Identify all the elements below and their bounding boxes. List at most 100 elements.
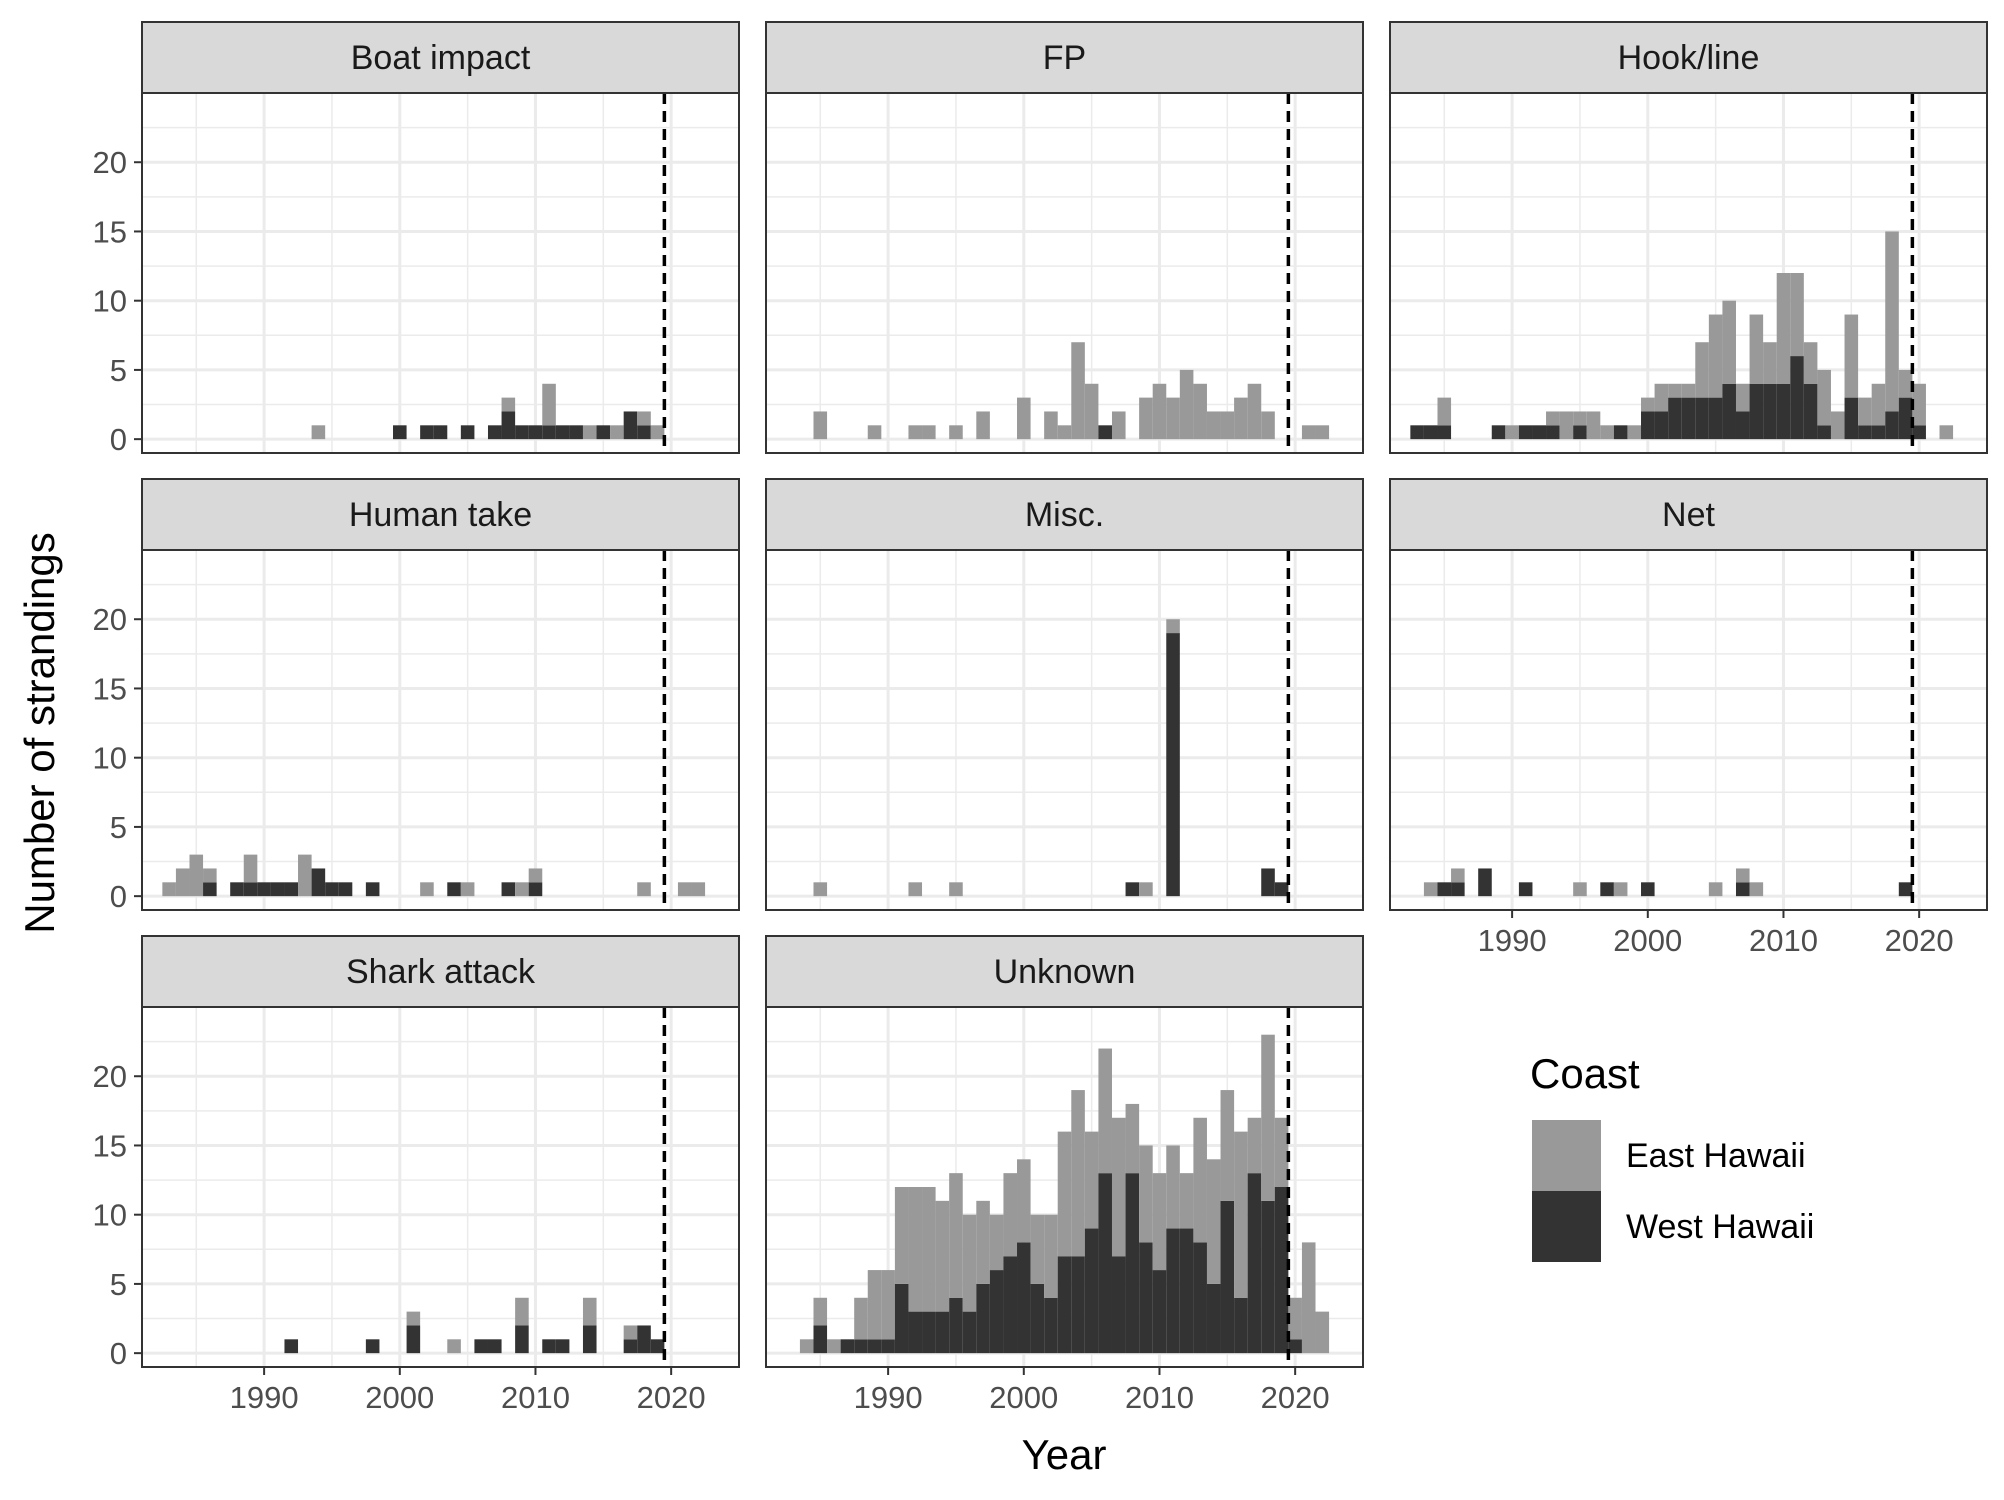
bar-west-hawaii — [1044, 1297, 1058, 1354]
panel-border — [1389, 549, 1988, 911]
bar-east-hawaii — [1735, 868, 1750, 883]
bar-west-hawaii — [1722, 383, 1736, 440]
bar-east-hawaii — [1057, 425, 1072, 440]
bar-west-hawaii — [1641, 882, 1655, 897]
bar-west-hawaii — [1125, 1173, 1140, 1354]
bar-west-hawaii — [949, 1297, 963, 1354]
y-tick-label: 0 — [110, 422, 127, 457]
bar-east-hawaii — [922, 425, 936, 440]
bar-west-hawaii — [1139, 1242, 1153, 1354]
bar-west-hawaii — [1613, 425, 1628, 440]
bar-west-hawaii — [1708, 397, 1723, 440]
bar-west-hawaii — [555, 1339, 570, 1354]
bar-east-hawaii — [1261, 1034, 1275, 1201]
legend-title: Coast — [1530, 1050, 1640, 1097]
bar-west-hawaii — [528, 425, 543, 440]
strip-human-take — [141, 478, 740, 551]
bar-west-hawaii — [243, 882, 258, 897]
bar-east-hawaii — [189, 854, 204, 897]
bar-west-hawaii — [1206, 1283, 1221, 1354]
bar-west-hawaii — [501, 882, 516, 897]
bar-west-hawaii — [325, 882, 339, 897]
bar-west-hawaii — [1423, 425, 1438, 440]
bar-west-hawaii — [1871, 425, 1886, 440]
bar-east-hawaii — [1939, 425, 1954, 440]
bar-east-hawaii — [1844, 314, 1859, 398]
bar-west-hawaii — [433, 425, 448, 440]
bar-east-hawaii — [691, 882, 706, 897]
bar-east-hawaii — [162, 882, 176, 897]
bar-west-hawaii — [284, 1339, 299, 1354]
bar-east-hawaii — [582, 1297, 597, 1326]
bar-west-hawaii — [542, 425, 556, 440]
x-tick-label: 1990 — [854, 1380, 923, 1415]
bar-east-hawaii — [623, 1325, 638, 1340]
y-tick-label: 0 — [110, 1336, 127, 1371]
strip-fp — [765, 21, 1364, 94]
bar-east-hawaii — [1586, 411, 1601, 440]
bar-east-hawaii — [1885, 231, 1899, 412]
bar-west-hawaii — [406, 1325, 421, 1354]
bar-east-hawaii — [976, 411, 990, 440]
bar-west-hawaii — [1179, 1228, 1194, 1354]
bar-west-hawaii — [1885, 411, 1899, 440]
bar-west-hawaii — [1437, 882, 1452, 897]
bar-west-hawaii — [1084, 1228, 1099, 1354]
strip-unknown — [765, 935, 1364, 1008]
bar-east-hawaii — [1288, 1297, 1302, 1340]
strip-hook-line — [1389, 21, 1988, 94]
panels-layer: Boat impact 0 5 10 15 20 FP Hook/line Human take… — [93, 21, 1988, 1415]
bar-west-hawaii — [257, 882, 271, 897]
x-tick-label: 2010 — [501, 1380, 570, 1415]
bar-east-hawaii — [1301, 1242, 1316, 1354]
bar-east-hawaii — [1111, 1117, 1126, 1257]
panel-net: Net 1990 2000 2010 2020 — [1389, 478, 1988, 958]
y-tick-label: 20 — [93, 1059, 127, 1094]
bar-east-hawaii — [1803, 342, 1818, 384]
bar-east-hawaii — [1749, 882, 1764, 897]
bar-west-hawaii — [1437, 425, 1452, 440]
bar-west-hawaii — [976, 1283, 990, 1354]
panel-hook-line: Hook/line — [1389, 21, 1988, 454]
bar-east-hawaii — [1437, 397, 1452, 426]
bar-east-hawaii — [827, 1339, 841, 1354]
bar-east-hawaii — [311, 425, 326, 440]
bar-east-hawaii — [1261, 411, 1275, 440]
bar-east-hawaii — [813, 882, 828, 897]
bar-west-hawaii — [1247, 1173, 1262, 1354]
panel-border — [141, 549, 740, 911]
bar-west-hawaii — [203, 882, 217, 897]
bar-west-hawaii — [1532, 425, 1547, 440]
bar-east-hawaii — [922, 1187, 936, 1312]
bar-east-hawaii — [1546, 411, 1560, 426]
bar-west-hawaii — [1017, 1242, 1031, 1354]
bar-west-hawaii — [1274, 1187, 1289, 1354]
x-tick-label: 2020 — [637, 1380, 706, 1415]
panel-border — [765, 1006, 1364, 1368]
panel-human-take: Human take 0 5 10 15 20 — [93, 478, 740, 914]
bar-west-hawaii — [1410, 425, 1424, 440]
bar-east-hawaii — [1668, 383, 1682, 398]
bar-east-hawaii — [637, 882, 651, 897]
strip-boat-impact — [141, 21, 740, 94]
bar-east-hawaii — [650, 425, 665, 440]
y-tick-label: 5 — [110, 810, 127, 845]
strip-shark-attack — [141, 935, 740, 1008]
strip-net — [1389, 478, 1988, 551]
bar-east-hawaii — [175, 868, 190, 897]
bar-east-hawaii — [1166, 397, 1180, 440]
bar-east-hawaii — [989, 1214, 1004, 1271]
bar-west-hawaii — [1518, 425, 1533, 440]
panel-border — [141, 1006, 740, 1368]
bar-east-hawaii — [610, 425, 624, 440]
bar-east-hawaii — [1111, 411, 1126, 440]
bar-west-hawaii — [650, 1339, 665, 1354]
bar-west-hawaii — [1681, 397, 1696, 440]
bar-east-hawaii — [1654, 383, 1669, 412]
strip-misc — [765, 478, 1364, 551]
bar-east-hawaii — [908, 1187, 923, 1312]
bar-east-hawaii — [542, 383, 556, 426]
bar-east-hawaii — [867, 1270, 882, 1340]
bar-west-hawaii — [1220, 1200, 1235, 1354]
bar-east-hawaii — [1627, 425, 1642, 440]
